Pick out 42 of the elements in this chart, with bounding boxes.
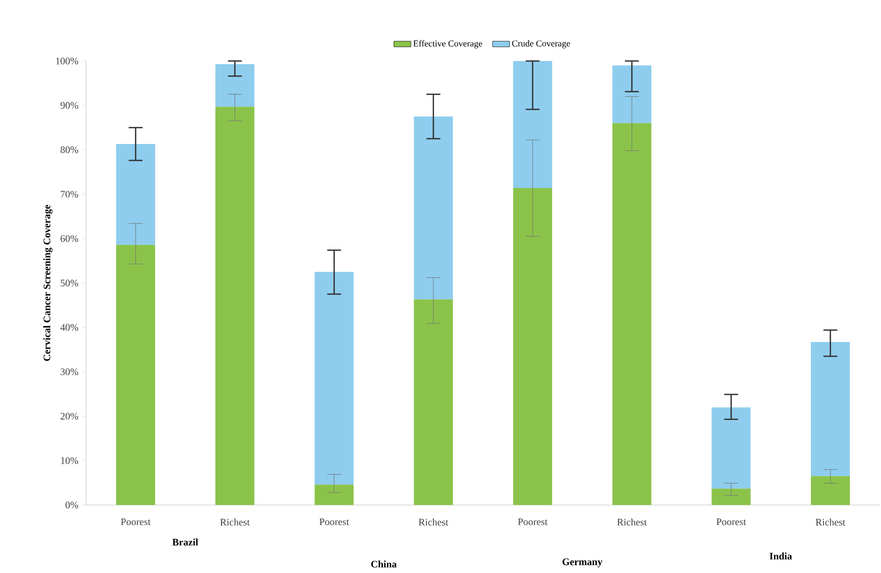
bar [612, 65, 652, 124]
x-tick-label: Poorest [518, 518, 548, 526]
bar [810, 342, 850, 476]
y-tick-label: 60% [60, 235, 78, 242]
bar [712, 407, 751, 489]
y-axis-title: Cervical Cancer Screening Coverage [43, 204, 52, 361]
bar [215, 106, 254, 505]
bar [116, 244, 156, 505]
x-tick-label: Poorest [120, 518, 151, 526]
y-tick-label: 80% [60, 146, 78, 154]
text: India [770, 552, 792, 560]
text: China [371, 560, 397, 568]
y-tick-label: 90% [60, 102, 78, 109]
x-tick-label: Poorest [319, 518, 350, 526]
y-tick-label: 10% [61, 457, 78, 464]
bar [314, 272, 354, 485]
text: Brazil [172, 538, 198, 546]
x-tick-label: Richest [816, 518, 846, 526]
bar [414, 299, 453, 505]
bar [712, 488, 751, 505]
x-tick-label: Richest [418, 518, 448, 526]
bar [810, 476, 850, 505]
y-tick-label: 70% [60, 190, 78, 198]
bar [314, 484, 354, 505]
y-tick-label: 40% [60, 324, 78, 331]
y-tick-label: 50% [60, 280, 78, 286]
text: Germany [562, 558, 602, 568]
bar [215, 64, 254, 107]
y-tick-label: 0% [66, 502, 78, 508]
bar [612, 123, 652, 505]
y-tick-label: 20% [60, 412, 78, 420]
legend-label: Effective Coverage [413, 40, 482, 48]
bar [513, 188, 552, 505]
y-tick-label: 30% [60, 368, 78, 376]
x-tick-label: Richest [617, 518, 647, 526]
legend-label: Crude Coverage [512, 40, 570, 48]
bar [116, 144, 156, 245]
x-tick-label: Richest [220, 518, 250, 526]
bar [513, 60, 552, 188]
x-tick-label: Poorest [716, 518, 746, 526]
bar [414, 116, 453, 300]
y-tick-label: 100% [56, 58, 78, 64]
